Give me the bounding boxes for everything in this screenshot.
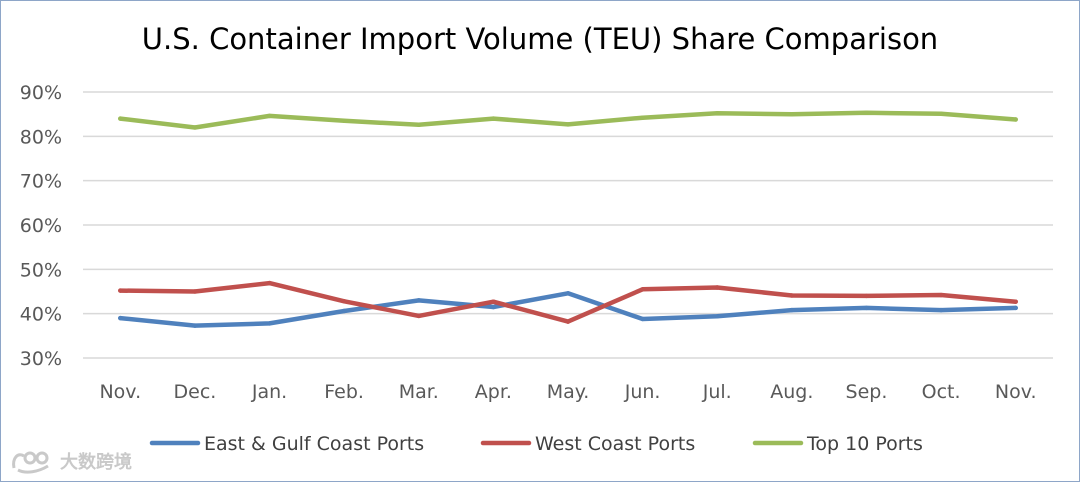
data-point	[715, 314, 720, 319]
y-tick-label: 40%	[20, 304, 62, 326]
legend-label: East & Gulf Coast Ports	[204, 433, 424, 455]
data-point	[640, 115, 645, 120]
data-point	[491, 299, 496, 304]
data-point	[341, 118, 347, 124]
y-tick-label: 30%	[20, 348, 62, 370]
watermark-text: 大数跨境	[60, 452, 132, 473]
data-point	[118, 288, 123, 293]
watermark-logo-icon	[12, 451, 49, 474]
data-point	[789, 293, 795, 298]
x-tick-label: Nov.	[995, 381, 1037, 403]
data-point	[192, 125, 198, 130]
data-point	[192, 323, 198, 328]
y-axis-ticks: 30% 40% 50% 60% 70% 80% 90%	[20, 82, 62, 370]
y-tick-label: 50%	[20, 259, 62, 281]
legend-label: Top 10 Ports	[806, 433, 923, 455]
data-point	[192, 289, 198, 294]
data-point	[267, 321, 272, 326]
data-point	[1013, 299, 1018, 304]
data-point	[789, 111, 795, 117]
x-tick-label: May.	[547, 381, 590, 403]
data-point	[341, 308, 347, 314]
data-point	[416, 122, 421, 128]
data-point	[1013, 305, 1018, 311]
legend: East & Gulf Coast Ports West Coast Ports T…	[149, 433, 923, 455]
data-point	[416, 313, 421, 319]
data-point	[864, 293, 869, 299]
data-point	[565, 122, 571, 127]
data-point	[491, 304, 496, 310]
data-point	[565, 319, 571, 324]
x-tick-label: Mar.	[399, 381, 439, 403]
x-tick-label: Jul.	[702, 381, 732, 403]
data-point	[715, 285, 720, 290]
data-point	[565, 291, 571, 296]
y-tick-label: 60%	[20, 215, 62, 237]
data-point	[118, 315, 123, 321]
data-point	[864, 110, 869, 116]
legend-label: West Coast Ports	[535, 433, 695, 455]
gridlines	[83, 91, 1053, 359]
data-point	[864, 305, 869, 311]
data-point	[491, 116, 496, 121]
x-tick-label: Nov.	[99, 381, 141, 403]
chart-title: U.S. Container Import Volume (TEU) Share…	[141, 22, 939, 56]
data-point	[789, 307, 795, 313]
x-tick-label: Jun.	[624, 381, 661, 403]
data-point	[416, 298, 421, 303]
x-tick-label: Jan.	[251, 381, 287, 403]
x-tick-label: Dec.	[174, 381, 217, 403]
y-tick-label: 70%	[20, 171, 62, 193]
data-point	[640, 287, 645, 292]
data-point	[938, 292, 944, 298]
x-tick-label: Aug.	[770, 381, 813, 403]
x-tick-label: Apr.	[475, 381, 512, 403]
data-point	[341, 299, 347, 304]
watermark: 大数跨境	[10, 448, 132, 474]
x-tick-label: Feb.	[324, 381, 364, 403]
y-tick-label: 90%	[20, 82, 62, 104]
data-point	[1013, 117, 1018, 122]
data-point	[938, 307, 944, 313]
series-lines	[118, 110, 1018, 328]
y-tick-label: 80%	[20, 126, 62, 148]
data-point	[640, 316, 645, 322]
data-point	[938, 111, 944, 116]
x-axis-ticks: Nov. Dec. Jan. Feb. Mar. Apr. May. Jun. Jul. Aug.…	[99, 381, 1036, 403]
data-point	[267, 113, 272, 119]
data-point	[267, 280, 272, 286]
data-point	[715, 111, 720, 116]
x-tick-label: Oct.	[922, 381, 961, 403]
data-point	[118, 116, 123, 121]
x-tick-label: Sep.	[846, 381, 888, 403]
series-line	[118, 280, 1018, 324]
